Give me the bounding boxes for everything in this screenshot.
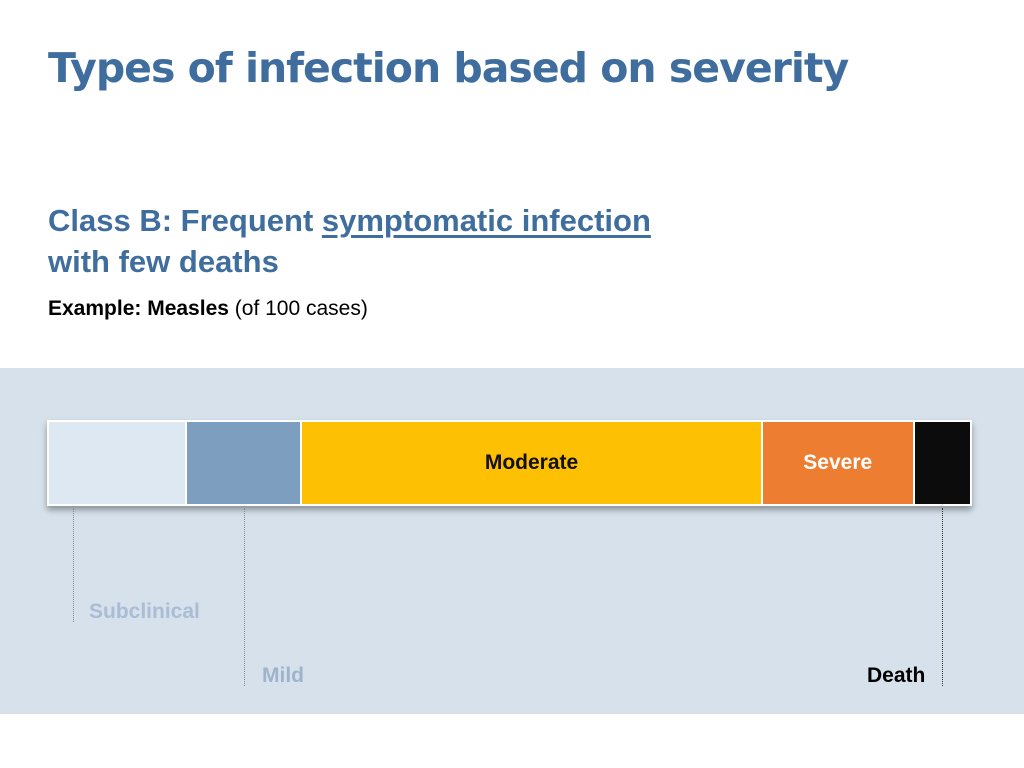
severity-segment-label-moderate: Moderate — [484, 451, 579, 474]
severity-segment-label-severe: Severe — [803, 451, 873, 474]
slide-title: Types of infection based on severity — [48, 44, 849, 92]
severity-segment-mild — [187, 422, 303, 504]
example-label: Example: Measles — [48, 297, 229, 320]
subtitle-text: Class B: Frequent — [48, 203, 322, 238]
subclinical-leader-line — [73, 508, 74, 622]
example-detail: (of 100 cases) — [228, 297, 368, 320]
symptomatic-infection-link[interactable]: symptomatic infection — [321, 203, 651, 238]
death-label: Death — [867, 664, 926, 687]
severity-panel: Moderate Severe Subclinical Mild Death — [0, 368, 1024, 714]
class-subtitle: Class B: Frequent symptomatic infection … — [48, 200, 651, 282]
death-leader-line — [942, 508, 943, 686]
mild-label: Mild — [262, 664, 304, 687]
severity-segment-severe: Severe — [762, 422, 915, 504]
severity-segment-moderate: Moderate — [302, 422, 763, 504]
severity-segment-subclinical — [49, 422, 188, 504]
severity-bar: Moderate Severe — [47, 420, 972, 506]
example-line: Example: Measles (of 100 cases) — [48, 297, 368, 321]
subtitle-text-line2: with few deaths — [48, 244, 279, 279]
mild-leader-line — [244, 508, 245, 686]
severity-segment-death — [914, 422, 970, 504]
subclinical-label: Subclinical — [89, 600, 200, 623]
